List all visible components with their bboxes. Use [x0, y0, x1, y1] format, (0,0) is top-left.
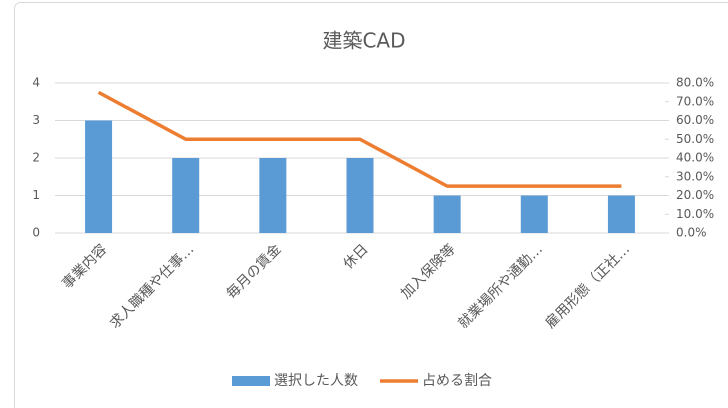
y-tick-label: 3: [32, 113, 40, 127]
y2-tick-label: 80.0%: [676, 76, 714, 90]
legend-label: 選択した人数: [274, 373, 358, 389]
y2-tick-label: 30.0%: [676, 169, 714, 183]
y2-tick-label: 60.0%: [676, 113, 714, 127]
y2-tick-label: 70.0%: [676, 94, 714, 108]
bar: [259, 158, 287, 233]
bar: [346, 158, 374, 233]
bar: [172, 158, 200, 233]
y-tick-label: 1: [32, 188, 40, 202]
bar: [85, 120, 113, 233]
y2-tick-label: 10.0%: [676, 207, 714, 221]
y2-tick-label: 0.0%: [676, 226, 707, 240]
x-tick-label: 求人職種や仕事…: [107, 241, 198, 332]
x-tick-label: 事業内容: [59, 241, 111, 293]
y2-tick-label: 20.0%: [676, 188, 714, 202]
x-tick-label: 就業場所や通勤…: [455, 241, 546, 332]
y-tick-label: 0: [32, 226, 40, 240]
y2-tick-label: 40.0%: [676, 151, 714, 165]
y2-tick-label: 50.0%: [676, 132, 714, 146]
legend-label: 占める割合: [422, 372, 492, 389]
x-tick-label: 加入保険等: [397, 241, 459, 303]
x-tick-label: 毎月の賃金: [224, 241, 285, 302]
x-tick-label: 休日: [341, 241, 372, 272]
y-tick-label: 2: [32, 151, 40, 165]
y-tick-label: 4: [32, 76, 40, 90]
chart-title: 建築CAD: [322, 29, 405, 53]
chart-border: [14, 2, 728, 408]
line: [97, 90, 622, 188]
bar: [433, 195, 461, 233]
x-tick-label: 雇用形態（正社…: [542, 241, 633, 332]
bar: [607, 195, 635, 233]
bar: [520, 195, 548, 233]
legend-swatch: [232, 376, 270, 386]
